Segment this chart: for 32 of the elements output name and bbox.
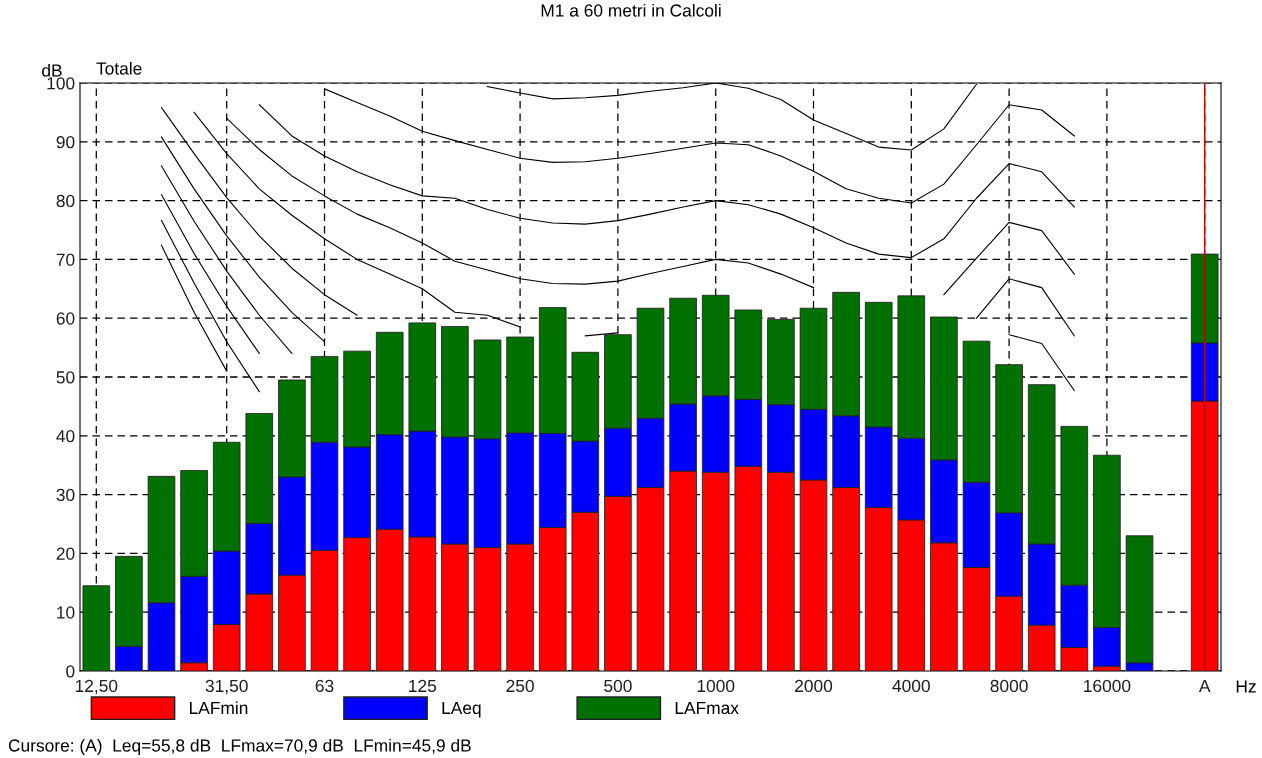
text: Cursore: (A) Leq=55,8 dB LFmax=70,9 dB LFmin=45,9 dB bbox=[8, 738, 471, 756]
y-tick-label: 70 bbox=[56, 253, 75, 266]
x-tick-label: 31,50 bbox=[205, 679, 248, 695]
x-tick-label: A bbox=[1198, 679, 1211, 692]
legend-label: LAFmin bbox=[189, 701, 248, 714]
x-tick-label: 63 bbox=[315, 679, 334, 693]
y-tick-label: 100 bbox=[47, 77, 75, 90]
x-tick-label: 2000 bbox=[795, 679, 833, 693]
y-tick-label: 80 bbox=[56, 194, 75, 208]
x-tick-label: 500 bbox=[604, 679, 632, 693]
y-tick-label: 40 bbox=[56, 429, 75, 443]
y-tick-label: 30 bbox=[56, 488, 75, 502]
x-axis-title: Hz bbox=[1236, 680, 1256, 693]
y-tick-label: 20 bbox=[56, 547, 75, 560]
x-tick-label: 1000 bbox=[697, 679, 735, 693]
legend-label: LAeq bbox=[442, 701, 481, 718]
legend-label: LAFmax bbox=[675, 701, 739, 715]
y-tick-label: 60 bbox=[56, 312, 75, 325]
x-tick-label: 8000 bbox=[990, 679, 1028, 693]
y-tick-label: 10 bbox=[57, 606, 75, 619]
y-tick-label: 0 bbox=[66, 665, 75, 678]
chart-title: M1 a 60 metri in Calcoli bbox=[541, 3, 721, 17]
y-tick-label: 50 bbox=[56, 371, 75, 384]
x-tick-label: 16000 bbox=[1084, 679, 1131, 693]
x-tick-label: 250 bbox=[506, 679, 534, 693]
y-axis-title: dB bbox=[42, 63, 62, 77]
x-tick-label: 4000 bbox=[892, 679, 930, 693]
x-tick-label: 125 bbox=[409, 679, 437, 693]
y-tick-label: 90 bbox=[56, 135, 75, 149]
bar bbox=[82, 585, 111, 671]
x-tick-label: 12,50 bbox=[75, 679, 118, 695]
text: Totale bbox=[96, 61, 142, 75]
